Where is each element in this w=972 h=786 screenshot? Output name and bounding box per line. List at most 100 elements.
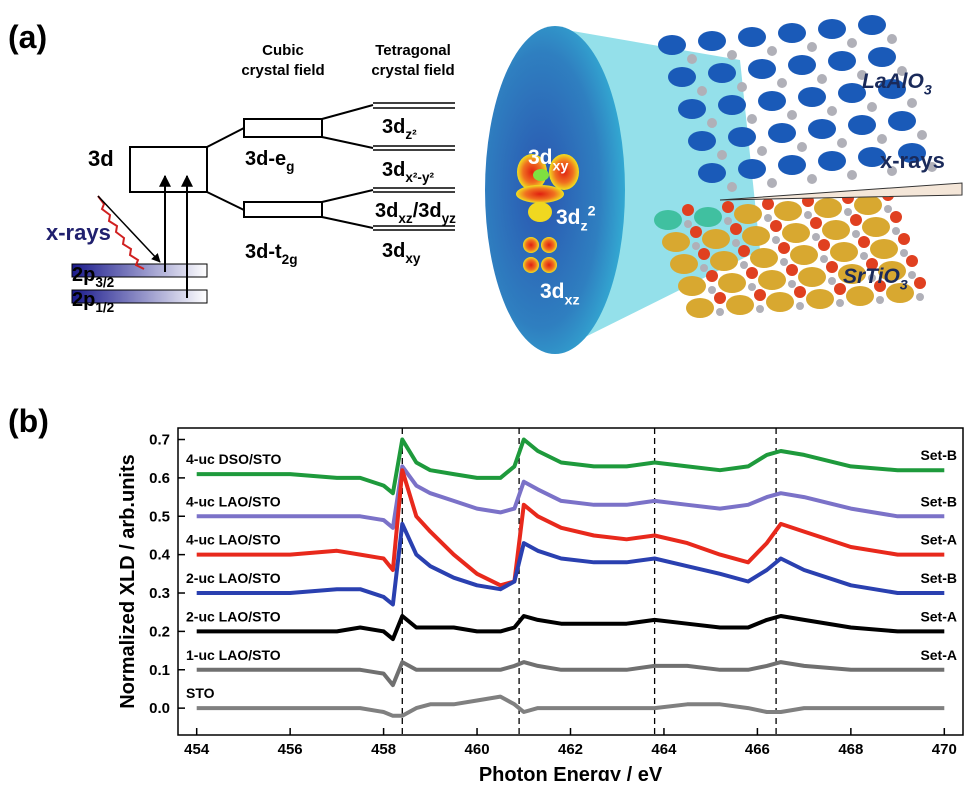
o-site	[692, 242, 700, 250]
series-set: Set-A	[920, 608, 957, 624]
la-site	[658, 35, 686, 55]
header: Cubic	[262, 42, 304, 59]
text-part: 3d	[382, 159, 405, 181]
text-part: 3d	[88, 146, 114, 171]
x-tick-label: 458	[371, 741, 396, 758]
sr-site	[846, 286, 874, 306]
y-tick-label: 0.3	[149, 585, 170, 602]
y-tick-label: 0.0	[149, 700, 170, 717]
connector	[322, 190, 373, 202]
ti-site	[698, 248, 710, 260]
o-site	[764, 214, 772, 222]
la-site	[858, 15, 886, 35]
o-site	[917, 130, 927, 140]
text-part: /3d	[413, 200, 442, 222]
ti-site	[890, 211, 902, 223]
series-set: Set-A	[920, 647, 957, 663]
sr-site	[830, 242, 858, 262]
o-site	[860, 252, 868, 260]
x-tick-label: 460	[465, 741, 490, 758]
text-part: 3d	[540, 280, 565, 303]
text-part: 3d	[556, 206, 581, 229]
level-label: 3d-eg	[245, 148, 294, 174]
la-site	[738, 159, 766, 179]
la-site	[678, 99, 706, 119]
text-part: 3d-e	[245, 148, 286, 170]
level-box	[130, 147, 207, 192]
o-site	[700, 264, 708, 272]
ti-site	[786, 264, 798, 276]
o-site	[807, 42, 817, 52]
sr-site	[870, 239, 898, 259]
la-site	[808, 119, 836, 139]
la-site	[758, 91, 786, 111]
level-box	[244, 202, 322, 217]
level-label: 3dz²	[382, 116, 417, 142]
header: Tetragonal	[375, 42, 451, 59]
series-set: Set-B	[920, 570, 957, 586]
x-tick-label: 466	[745, 741, 770, 758]
la-site	[738, 27, 766, 47]
series-name: 4-uc LAO/STO	[186, 493, 281, 509]
o-site	[716, 308, 724, 316]
y-tick-label: 0.5	[149, 508, 170, 525]
o-site	[724, 217, 732, 225]
ti-site	[714, 292, 726, 304]
o-site	[907, 98, 917, 108]
o-site	[727, 50, 737, 60]
sr-site	[734, 204, 762, 224]
series-set: Set-A	[920, 532, 957, 548]
subscript: g	[286, 159, 294, 174]
o-site	[887, 34, 897, 44]
subscript: yz	[442, 211, 457, 226]
x-tick-label: 462	[558, 741, 583, 758]
o-site	[708, 286, 716, 294]
o-site	[900, 249, 908, 257]
o-site	[837, 138, 847, 148]
text-part: 2p	[72, 264, 95, 286]
o-site	[804, 211, 812, 219]
ti-site	[722, 201, 734, 213]
x-tick-label: 470	[932, 741, 957, 758]
text-part: 2p	[72, 289, 95, 311]
series-line	[197, 440, 945, 494]
la-site	[888, 111, 916, 131]
sr-site	[814, 198, 842, 218]
x-axis-title: Photon Energy / eV	[479, 764, 663, 781]
o-site	[756, 305, 764, 313]
subscript: xy	[405, 251, 421, 266]
o-site	[867, 102, 877, 112]
subscript: xz	[398, 211, 413, 226]
orbital	[528, 202, 552, 222]
la-site	[688, 131, 716, 151]
sr-site	[782, 223, 810, 243]
series-name: 1-uc LAO/STO	[186, 647, 281, 663]
series-set: Set-B	[920, 493, 957, 509]
o-site	[687, 54, 697, 64]
o-site	[828, 277, 836, 285]
series-line	[197, 470, 945, 585]
connector	[322, 137, 373, 148]
orbital	[516, 185, 564, 203]
la-site	[668, 67, 696, 87]
text-part: 3d	[382, 116, 405, 138]
sr-site	[686, 298, 714, 318]
o-site	[748, 283, 756, 291]
y-tick-label: 0.7	[149, 432, 170, 449]
sr-site	[798, 267, 826, 287]
text-part: 3d	[375, 200, 398, 222]
o-site	[767, 46, 777, 56]
la-site	[818, 19, 846, 39]
series-name: STO	[186, 685, 215, 701]
sr-site	[710, 251, 738, 271]
level-label: 3d	[88, 146, 114, 171]
la-site	[848, 115, 876, 135]
x-tick-label: 456	[278, 741, 303, 758]
sr-site	[662, 232, 690, 252]
sr-site	[726, 295, 754, 315]
la-site	[728, 127, 756, 147]
la-site	[748, 59, 776, 79]
level-label: 3d-t2g	[245, 241, 298, 267]
la-site	[698, 163, 726, 183]
